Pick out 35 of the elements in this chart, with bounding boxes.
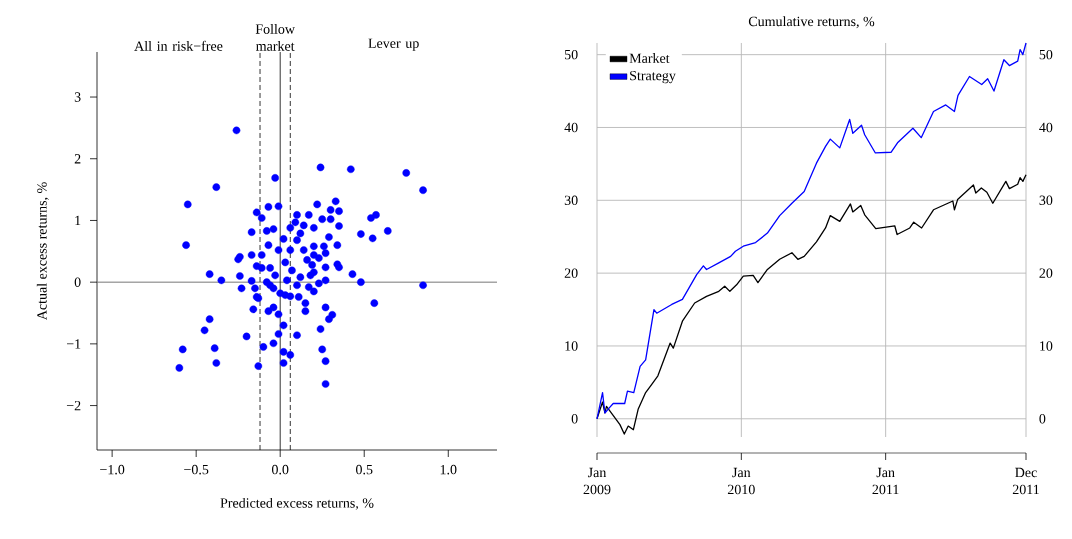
y-tick-label: 40 [564,122,578,133]
text: Follow market [255,23,295,51]
y-tick-label: −1 [66,339,81,349]
y2-tick-label: 20 [1039,268,1053,278]
y2-tick-label: 10 [1040,341,1053,351]
y-tick-label: 0 [571,414,578,424]
x-tick-label: −1.0 [100,464,125,475]
y2-tick-label: 50 [1039,49,1053,60]
y2-tick-label: 0 [1039,414,1046,424]
x-tick-label: −0.5 [184,464,209,475]
text: Lever up [368,38,419,51]
x-tick-label: Jan 2009 [583,467,611,495]
y2-tick-label: 30 [1039,195,1053,206]
x-tick-label: Jan 2010 [727,467,755,495]
y-tick-label: −2 [66,400,81,411]
y-tick-label: 20 [564,268,578,278]
chart-title: Cumulative returns, % [748,16,875,29]
y-axis-title: Actual excess returns, % [36,182,49,321]
x-tick-label: Jan 2011 [872,467,899,495]
y-tick-label: 3 [74,92,81,102]
x-tick-label: 1.0 [440,464,457,475]
y2-tick-label: 40 [1039,122,1053,133]
y-tick-label: 10 [565,341,578,351]
x-axis-title: Predicted excess returns, % [220,497,374,510]
y-tick-label: 30 [564,195,578,206]
x-tick-label: Dec 2011 [1012,467,1039,495]
x-tick-label: 0.0 [271,464,289,475]
y-tick-label: 0 [74,277,81,287]
y-tick-label: 2 [74,154,81,164]
legend-label: Market [629,53,670,63]
legend-label: Strategy [630,70,676,84]
x-tick-label: 0.5 [356,464,373,475]
y-tick-label: 50 [564,49,578,60]
y-tick-label: 1 [75,215,81,226]
text: All in risk−free [134,40,223,51]
